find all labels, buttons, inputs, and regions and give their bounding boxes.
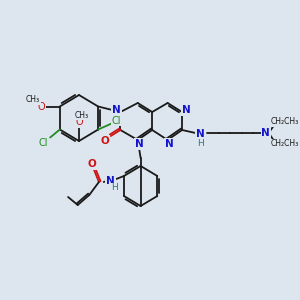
Text: CH₂CH₃: CH₂CH₃ [271,140,299,148]
Text: N: N [106,176,115,186]
Text: O: O [88,159,97,169]
Text: N: N [182,105,190,115]
Text: CH₂CH₃: CH₂CH₃ [271,118,299,127]
Text: N: N [165,139,174,149]
Text: O: O [38,101,45,112]
Text: H: H [197,139,204,148]
Text: CH₃: CH₃ [26,95,40,104]
Text: N: N [262,128,270,138]
Text: Cl: Cl [39,137,48,148]
Text: O: O [100,136,109,146]
Text: N: N [196,129,205,139]
Text: N: N [135,139,144,149]
Text: H: H [111,184,118,193]
Text: Cl: Cl [112,116,121,125]
Text: O: O [75,117,83,127]
Text: CH₃: CH₃ [75,110,89,119]
Text: N: N [112,105,121,115]
